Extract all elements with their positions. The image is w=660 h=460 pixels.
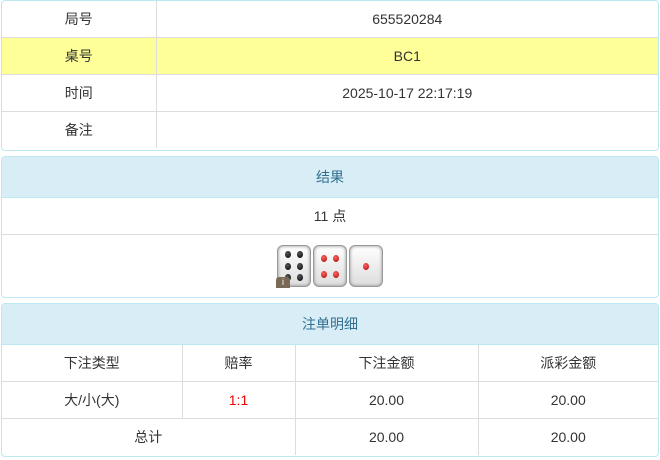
total-label: 总计	[2, 418, 296, 455]
payout: 20.00	[477, 381, 658, 419]
bet-details-title: 注单明细	[2, 304, 658, 345]
die-pip	[320, 254, 327, 262]
info-row-round: 局号 655520284	[2, 1, 658, 38]
total-amount: 20.00	[294, 418, 479, 455]
die-pip	[297, 251, 304, 259]
odds: 1:1	[181, 381, 296, 419]
die-1	[349, 245, 383, 287]
die-pip	[284, 262, 291, 270]
info-row-time: 时间 2025-10-17 22:17:19	[2, 74, 658, 112]
label: 备注	[2, 111, 157, 148]
round-number: 655520284	[155, 1, 658, 38]
header-payout: 派彩金额	[477, 345, 658, 382]
table-header: 下注类型 赔率 下注金额 派彩金额	[2, 345, 658, 382]
info-row-table: 桌号 BC1	[2, 37, 658, 75]
info-row-note: 备注	[2, 111, 658, 148]
label: 局号	[2, 1, 157, 38]
die-4	[313, 245, 347, 287]
bet-details-panel: 注单明细 下注类型 赔率 下注金额 派彩金额 大/小(大) 1:1 20.00 …	[1, 303, 659, 457]
die-pip	[363, 262, 369, 270]
info-panel: 局号 655520284 桌号 BC1 时间 2025-10-17 22:17:19 …	[1, 0, 659, 151]
table-row: 大/小(大) 1:1 20.00 20.00	[2, 381, 658, 419]
die-pip	[297, 273, 304, 281]
die-6: i	[276, 245, 311, 288]
header-bet-type: 下注类型	[2, 345, 183, 382]
die-pip	[333, 254, 340, 262]
table-number: BC1	[155, 37, 658, 75]
note	[155, 111, 658, 148]
bet-amount: 20.00	[294, 381, 479, 419]
info-badge[interactable]: i	[276, 277, 290, 288]
die-pip	[333, 270, 340, 278]
result-points: 11 点	[2, 198, 658, 235]
bet-type: 大/小(大)	[2, 381, 183, 419]
header-odds: 赔率	[181, 345, 296, 382]
die-pip	[297, 262, 304, 270]
total-payout: 20.00	[477, 418, 658, 455]
die-pip	[284, 251, 291, 259]
dice-row: i	[2, 235, 658, 297]
die-pip	[320, 270, 327, 278]
result-title: 结果	[2, 157, 658, 198]
result-panel: 结果 11 点 i	[1, 156, 659, 298]
label: 时间	[2, 74, 157, 112]
total-row: 总计 20.00 20.00	[2, 418, 658, 455]
label: 桌号	[2, 37, 157, 75]
time: 2025-10-17 22:17:19	[155, 74, 658, 112]
header-bet-amount: 下注金额	[294, 345, 479, 382]
